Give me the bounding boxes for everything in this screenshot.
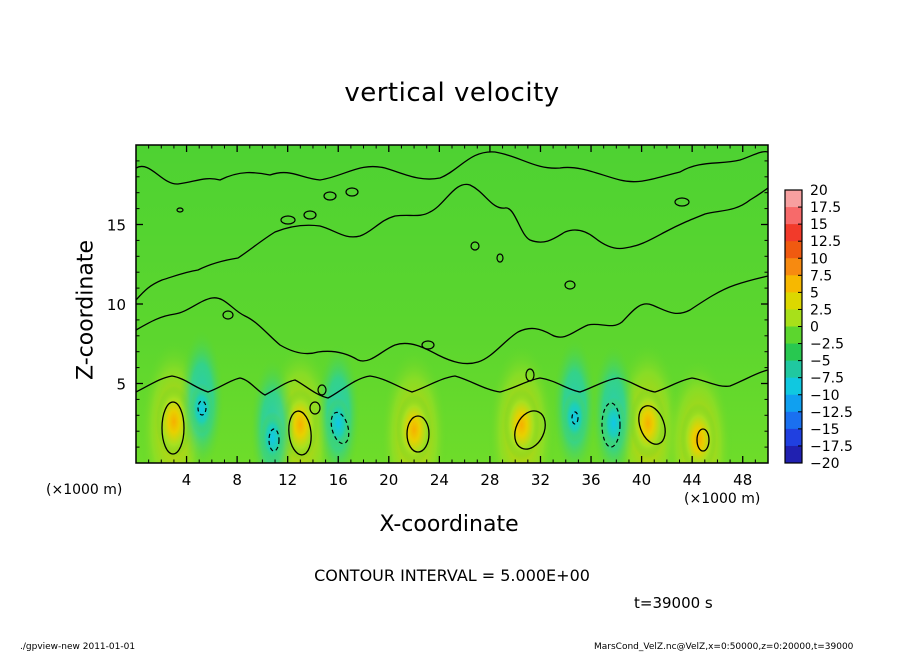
x-tick-label-16: 16	[329, 471, 348, 489]
x-tick-label-48: 48	[733, 471, 752, 489]
y-tick-label-10: 10	[107, 296, 126, 314]
x-unit-label-right: (×1000 m)	[684, 491, 761, 507]
updraft-core-4	[503, 388, 540, 461]
colorbar-band-6	[785, 292, 802, 310]
footer-left: ./gpview-new 2011-01-01	[20, 642, 136, 652]
contour-downdraft-4	[571, 411, 579, 425]
colorbar-band-7	[785, 309, 802, 327]
updraft-core-5	[629, 387, 666, 460]
chart-title: vertical velocity	[344, 78, 560, 108]
contour-interval-label: CONTOUR INTERVAL = 5.000E+00	[0, 566, 904, 585]
contour-updraft-1	[161, 401, 185, 455]
updraft-core-6	[680, 403, 717, 463]
colorbar-band-1	[785, 207, 802, 225]
colorbar-band-13	[785, 411, 802, 430]
downdraft-core-3	[326, 397, 351, 450]
downdraft-core-1	[189, 382, 214, 435]
contour-updraft-3	[406, 415, 430, 453]
colorbar-label-4: 10	[810, 251, 828, 267]
colorbar-label-7: 2.5	[810, 302, 832, 318]
x-tick-label-44: 44	[683, 471, 702, 489]
contour-updraft-2	[288, 410, 312, 456]
colorbar-label-9: −2.5	[810, 337, 844, 353]
contour-updraft-4	[514, 410, 546, 450]
y-tick-label-15: 15	[107, 217, 126, 235]
x-axis: 4 8 12 16 20 24 28 32 36 40 44 48	[148, 145, 756, 489]
downdraft-core-5	[601, 397, 626, 450]
colorbar-label-1: 17.5	[810, 200, 841, 216]
contour-zero-low2	[136, 369, 768, 399]
colorbar-label-10: −5	[810, 354, 831, 370]
x-tick-label-40: 40	[632, 471, 651, 489]
contour-downdraft-2	[268, 428, 280, 452]
colorbar-label-11: −7.5	[810, 371, 844, 387]
downdraft-core-2	[260, 411, 285, 463]
x-tick-label-36: 36	[581, 471, 600, 489]
colorbar-label-14: −15	[810, 422, 840, 438]
y-tick-label-5: 5	[116, 376, 126, 394]
x-tick-label-8: 8	[232, 471, 242, 489]
colorbar-label-5: 7.5	[810, 268, 832, 284]
y-axis: 5 10 15	[107, 160, 768, 448]
colorbar-band-5	[785, 275, 802, 293]
colorbar-band-0	[785, 190, 802, 208]
colorbar-label-6: 5	[810, 285, 819, 301]
updraft-core-3	[396, 393, 433, 463]
x-axis-label-text: X-coordinate	[379, 512, 519, 537]
time-label: t=39000 s	[634, 594, 713, 612]
colorbar-band-10	[785, 360, 802, 379]
downdraft-contours	[197, 400, 621, 452]
contour-updraft-5	[638, 405, 666, 445]
x-tick-label-4: 4	[182, 471, 192, 489]
colorbar-band-15	[785, 445, 802, 464]
contour-zero-mid	[136, 183, 768, 301]
x-tick-label-24: 24	[430, 471, 449, 489]
x-tick-label-20: 20	[379, 471, 398, 489]
contour-downdraft-1	[197, 400, 207, 416]
colorbar-label-12: −10	[810, 388, 840, 404]
colorbar-band-3	[785, 241, 802, 259]
y-axis-label: Z-coordinate	[73, 240, 99, 380]
x-axis-label: X-coordinate	[0, 512, 904, 537]
colorbar-label-0: 20	[810, 183, 828, 199]
colorbar-label-13: −12.5	[810, 405, 853, 421]
colorbar-band-2	[785, 224, 802, 242]
colorbar-label-2: 15	[810, 217, 828, 233]
contour-zero-upper	[136, 150, 768, 185]
contour-lines	[136, 150, 768, 456]
velocity-field	[139, 328, 733, 463]
colorbar-band-14	[785, 428, 802, 447]
colorbar-band-8	[785, 326, 802, 345]
footer-right: MarsCond_VelZ.nc@VelZ,x=0:50000,z=0:2000…	[594, 642, 854, 652]
x-tick-label-12: 12	[278, 471, 297, 489]
colorbar-label-8: 0	[810, 320, 819, 336]
contour-downdraft-5	[601, 402, 621, 448]
contour-interval-text: CONTOUR INTERVAL = 5.000E+00	[314, 566, 590, 585]
x-unit-label-left: (×1000 m)	[46, 482, 123, 498]
colorbar-band-9	[785, 343, 802, 362]
small-eddies	[176, 187, 690, 415]
colorbar-band-4	[785, 258, 802, 276]
x-tick-label-32: 32	[531, 471, 550, 489]
contour-zero-lower	[136, 275, 768, 365]
colorbar-band-11	[785, 377, 802, 396]
colorbar-band-12	[785, 394, 802, 413]
contour-downdraft-3	[330, 411, 350, 445]
downdraft-core-4	[562, 390, 587, 443]
x-tick-label-28: 28	[480, 471, 499, 489]
colorbar-label-3: 12.5	[810, 234, 841, 250]
colorbar-label-15: −17.5	[810, 439, 853, 455]
contour-updraft-6	[696, 428, 710, 452]
colorbar-label-16: −20	[810, 456, 840, 472]
